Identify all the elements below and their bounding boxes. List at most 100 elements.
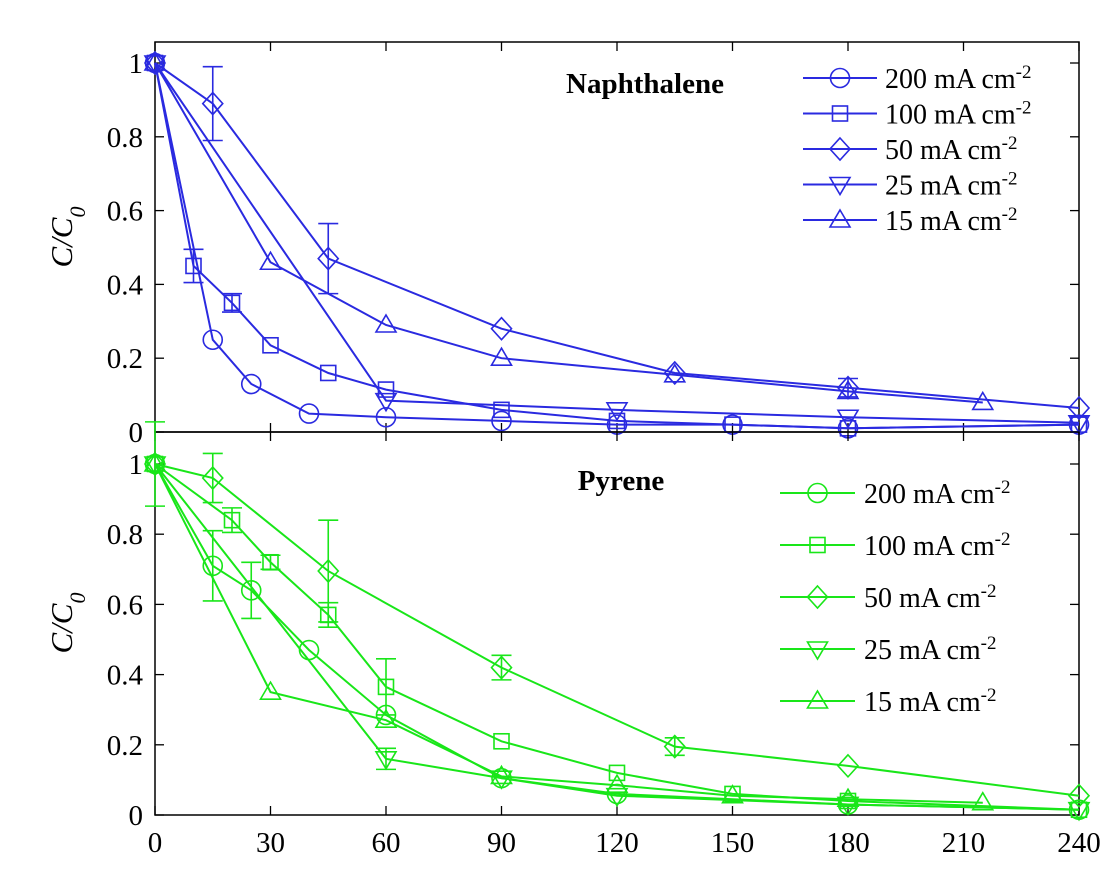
legend-label: 25 mA cm-2 (885, 168, 1018, 202)
x-tick-label: 210 (942, 827, 986, 859)
y-tick-label: 0.6 (107, 196, 143, 228)
data-point (377, 678, 395, 696)
data-point (836, 787, 860, 808)
data-point (143, 51, 167, 71)
data-point (259, 680, 282, 700)
x-tick-label: 180 (826, 827, 870, 859)
x-tick-label: 120 (595, 827, 639, 859)
legend-label: 25 mA cm-2 (864, 633, 997, 667)
data-point (143, 55, 167, 75)
x-tick-label: 240 (1057, 827, 1101, 859)
y-tick-label: 0.2 (107, 730, 143, 762)
data-point (836, 379, 860, 400)
legend-marker (806, 641, 829, 661)
data-point (1067, 783, 1091, 808)
legend-entry: 200 mA cm-2 (780, 477, 1011, 511)
data-point (374, 708, 398, 729)
y-tick-label: 1 (129, 48, 144, 80)
legend-label: 100 mA cm-2 (864, 529, 1011, 563)
x-tick-label: 150 (711, 827, 755, 859)
panel-pyrene: 0 0.2 0.4 0.6 0.8 1 0 30 60 90 120 150 180 210 240 C/C0… (44, 421, 1101, 859)
legend-entry: 100 mA cm-2 (803, 97, 1032, 131)
x-tick-label: 0 (148, 827, 163, 859)
series-line (154, 463, 1080, 811)
y-axis-label: C/C0 (44, 207, 90, 268)
data-point (493, 401, 510, 419)
data-point (721, 784, 744, 804)
data-point (262, 336, 279, 354)
legend-label: 200 mA cm-2 (864, 477, 1011, 511)
series-line (154, 463, 983, 804)
legend-entry: 15 mA cm-2 (803, 204, 1018, 237)
data-point (490, 316, 513, 341)
series-line (154, 62, 983, 404)
legend-entry: 25 mA cm-2 (803, 168, 1018, 202)
x-tick-label: 60 (372, 827, 401, 859)
legend-marker (828, 176, 852, 197)
data-point (608, 764, 626, 782)
data-point (202, 555, 224, 577)
data-point (201, 465, 224, 491)
legend-entry: 100 mA cm-2 (780, 529, 1011, 563)
data-point (223, 511, 241, 529)
data-point (374, 751, 398, 771)
data-point (663, 360, 686, 386)
series-line (154, 62, 1080, 430)
data-point (493, 732, 510, 750)
data-point (1067, 414, 1091, 435)
y-axis-label: C/C0 (44, 593, 90, 654)
legend-marker (828, 136, 852, 162)
data-point (262, 553, 279, 571)
data-point (319, 364, 337, 382)
data-point (490, 770, 513, 790)
data-point (375, 406, 397, 428)
series-diamond (143, 451, 1091, 808)
panel-naphthalene: 0 0.2 0.4 0.6 0.8 1 C/C0 Naphthalene 200 mA cm-2… (44, 41, 1091, 449)
data-point (490, 764, 513, 785)
data-point (836, 409, 860, 429)
legend-marker (809, 536, 826, 554)
data-point (836, 753, 860, 779)
legend-entry: 50 mA cm-2 (803, 133, 1018, 167)
data-point (1067, 395, 1091, 421)
data-point (317, 558, 340, 584)
series-triangle-down (143, 55, 1091, 435)
data-point (201, 91, 224, 116)
x-tick-label: 90 (487, 827, 516, 859)
data-point (374, 392, 398, 413)
series-line (154, 62, 1080, 424)
legend-label: 15 mA cm-2 (864, 685, 997, 719)
y-tick-label: 1 (129, 449, 144, 481)
data-point (490, 346, 513, 367)
data-point (143, 452, 167, 472)
legend-marker (828, 208, 852, 228)
y-tick-label: 0.4 (107, 660, 144, 692)
data-point (1067, 801, 1091, 822)
data-point (490, 655, 513, 680)
data-point (971, 390, 995, 411)
data-point (298, 403, 320, 424)
series-triangle-up (143, 51, 995, 411)
data-point (374, 313, 398, 333)
y-tick-label: 0.8 (107, 122, 143, 154)
legend-label: 50 mA cm-2 (885, 133, 1018, 167)
legend-label: 50 mA cm-2 (864, 581, 997, 615)
legend-entry: 50 mA cm-2 (780, 581, 997, 615)
x-tick-label: 30 (256, 827, 285, 859)
data-point (202, 329, 224, 351)
legend-marker (831, 105, 849, 122)
data-point (971, 791, 995, 811)
y-tick-label: 0 (129, 417, 144, 449)
data-point (240, 373, 262, 395)
legend-entry: 15 mA cm-2 (780, 685, 997, 719)
y-tick-label: 0 (129, 800, 144, 832)
data-point (663, 363, 687, 383)
data-point (608, 412, 626, 430)
data-point (143, 456, 167, 476)
data-point (223, 294, 241, 312)
data-point (605, 773, 629, 793)
legend-label: 200 mA cm-2 (885, 62, 1032, 96)
legend-marker (829, 67, 851, 89)
